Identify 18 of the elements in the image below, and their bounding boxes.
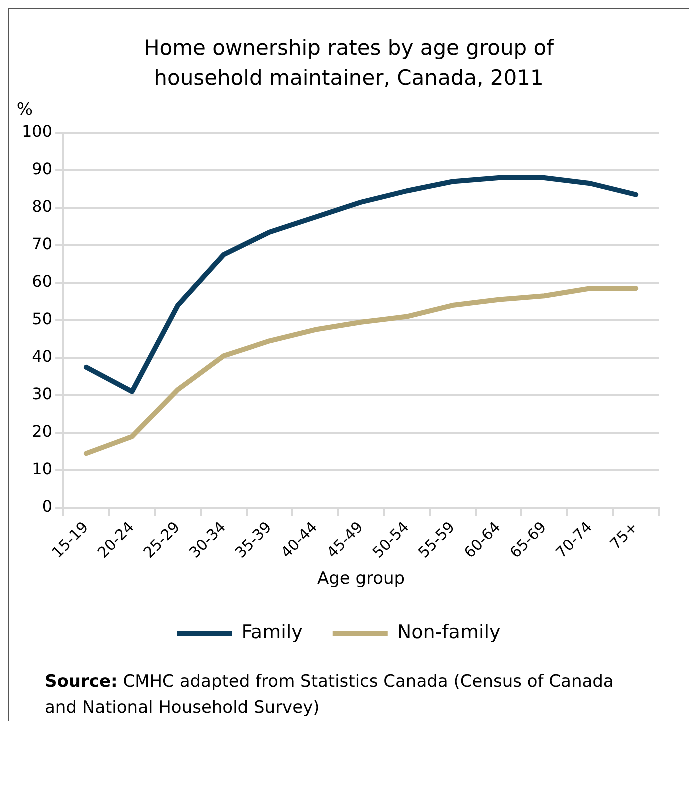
y-tick-label: 0 — [42, 497, 53, 516]
chart-title: Home ownership rates by age group of household maintainer, Canada, 2011 — [142, 35, 556, 92]
legend-label: Non-family — [397, 621, 501, 644]
y-tick-label: 10 — [32, 460, 53, 479]
y-tick-label: 30 — [32, 384, 53, 404]
source-note: Source: CMHC adapted from Statistics Canada (Census of Canada and National Household Survey) — [45, 671, 615, 720]
y-tick-label: 70 — [32, 234, 53, 254]
y-tick-label: 60 — [32, 272, 53, 292]
legend-label: Family — [242, 621, 303, 644]
y-tick-label: 50 — [32, 310, 53, 329]
y-tick-label: 100 — [22, 122, 53, 142]
x-axis-title: Age group — [317, 569, 406, 590]
y-tick-label: 20 — [32, 422, 53, 442]
y-axis-title: % — [16, 100, 34, 120]
y-tick-label: 40 — [32, 347, 53, 366]
y-tick-label: 90 — [32, 160, 53, 179]
y-tick-label: 80 — [32, 197, 53, 216]
x-tick-label: 75+ — [606, 518, 642, 554]
